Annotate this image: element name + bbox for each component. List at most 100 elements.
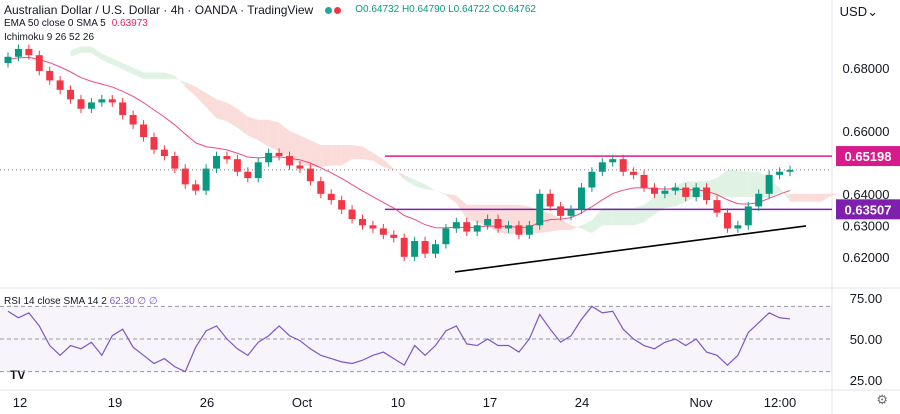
support-trendline [454,225,807,273]
symbol-title[interactable]: Australian Dollar / U.S. Dollar · 4h · O… [4,3,314,17]
ichimoku-cloud-segment [289,130,300,164]
rsi-axis-tick: 50.00 [850,332,883,347]
candle-body [129,115,137,125]
time-axis-tick: 10 [391,395,405,410]
ichimoku-cloud-segment [602,207,613,226]
ema-indicator-value: 0.63973 [111,18,148,29]
candle-body [35,55,43,71]
candle-body [150,137,158,150]
resistance-price-tag [836,146,900,167]
chart-legend: Australian Dollar / U.S. Dollar · 4h · O… [4,3,536,45]
candle-body [504,225,512,229]
candle-body [202,168,210,191]
ichimoku-cloud-segment [810,193,822,202]
ema-indicator-label[interactable]: EMA 50 close 0 SMA 5 [4,18,106,29]
ichimoku-cloud-segment [435,190,446,196]
candle-body [286,156,294,166]
price-axis-tick: 0.63000 [843,218,890,233]
candle-body [442,228,450,245]
candle-body [119,102,127,116]
price-tag-label: 0.65198 [845,149,892,164]
rsi-indicator-label[interactable]: RSI 14 close SMA 14 2 [4,296,107,307]
alert-dot [334,6,342,14]
candle-body [223,156,231,160]
candle-body [369,225,377,229]
candle-body [567,209,575,216]
ichimoku-indicator-label[interactable]: Ichimoku 9 26 52 26 [4,32,95,43]
chevron-down-icon: ⌄ [867,4,878,19]
ichimoku-cloud-segment [112,58,123,70]
ichimoku-cloud-segment [623,207,634,226]
candle-body [327,193,335,201]
price-axis-tick: 0.64000 [843,187,890,202]
ichimoku-cloud-segment [748,171,759,197]
ichimoku-cloud-segment [362,146,373,161]
ichimoku-cloud-segment [352,144,363,160]
ichimoku-cloud-segment [404,174,415,186]
candle-body [275,152,283,156]
gear-icon[interactable]: ⚙ [876,392,888,407]
candle-body [525,225,533,235]
candle-body [77,99,85,109]
candle-body [598,162,606,172]
market-open-dot [325,6,333,14]
ichimoku-cloud-segment [571,225,582,231]
candle-body [140,124,148,138]
candle-body [213,156,221,169]
candle-body [744,206,752,226]
ichimoku-cloud-segment [279,122,290,158]
ichimoku-cloud-segment [456,195,467,219]
ichimoku-cloud-segment [560,219,572,231]
candle-body [348,209,356,219]
status-dots [325,6,342,14]
candle-body [776,171,784,175]
ichimoku-cloud-segment [372,152,384,168]
candle-body [306,168,314,182]
rsi-indicator-value: 62.30 ∅ ∅ [109,296,158,307]
ichimoku-cloud-segment [591,207,603,234]
candle-body [786,169,794,172]
ichimoku-cloud-segment [633,204,645,226]
candle-body [473,225,481,232]
price-axis-tick: 0.62000 [843,250,890,265]
ichimoku-cloud-segment [790,193,801,202]
ichimoku-cloud-segment [654,192,665,215]
candle-body [734,225,742,229]
ichimoku-cloud-segment [831,193,843,196]
candle-body [317,181,325,194]
ichimoku-cloud-segment [216,99,227,122]
candle-body [588,171,596,188]
ichimoku-cloud-segment [258,119,269,147]
candle-body [661,190,669,194]
ichimoku-cloud-segment [80,46,92,53]
candle-body [244,171,252,179]
ichimoku-cloud-segment [70,46,81,57]
candle-body [515,225,523,235]
ichimoku-cloud-segment [299,135,311,168]
candle-body [338,200,346,210]
candle-body [484,219,492,226]
candle-body [390,234,398,238]
time-axis-tick: 12:00 [764,395,797,410]
ichimoku-cloud-segment [550,212,561,232]
ichimoku-cloud-segment [122,63,134,75]
candle-body [108,99,116,103]
candle-body [431,244,439,254]
candle-body [452,222,460,229]
candle-body [192,184,200,191]
candle-body [181,168,189,185]
candle-body [67,89,75,100]
ichimoku-cloud-segment [331,144,342,166]
currency-selector[interactable]: USD⌄ [840,4,878,20]
candle-body [87,102,95,109]
ohlc-values: O0.64732 H0.64790 L0.64722 C0.64762 [355,4,536,15]
ichimoku-cloud-segment [383,159,394,171]
ichimoku-cloud-segment [91,46,102,60]
candle-body [723,212,731,229]
ichimoku-cloud-segment [226,102,238,128]
candle-body [703,187,711,201]
time-axis-tick: 12 [13,395,27,410]
rsi-axis-tick: 25.00 [850,373,883,388]
candle-body [421,241,429,254]
